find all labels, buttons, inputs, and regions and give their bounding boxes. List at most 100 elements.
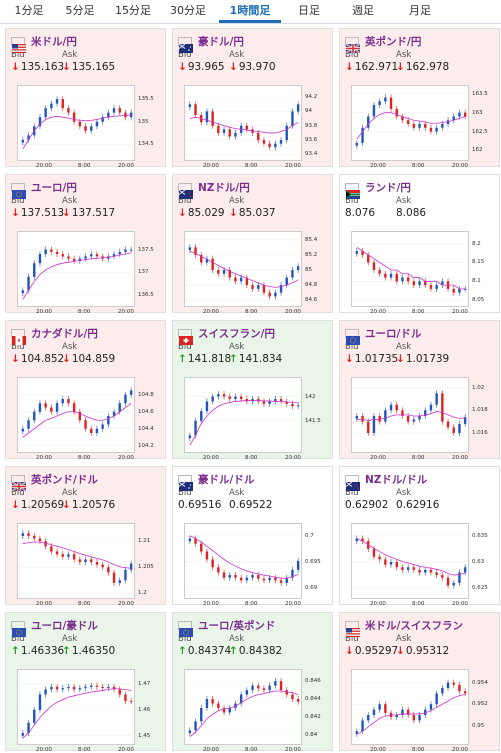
tab-15分足[interactable]: 15分足 [115,4,151,17]
tab-5分足[interactable]: 5分足 [65,4,95,17]
price-chart[interactable]: 94.2 94 93.8 93.6 93.4 20:00 8:00 20:00 [184,85,317,169]
candle [372,416,376,433]
candle [228,396,231,399]
pair-name-link[interactable]: NZドル/円 [198,181,250,194]
candle [378,270,381,274]
bid-value: ↓1.01735 [345,353,398,367]
tab-週足[interactable]: 週足 [352,4,374,17]
price-chart[interactable]: 104.8 104.6 104.4 104.2 20:00 8:00 20:00 [17,377,154,461]
candle [435,285,438,289]
tab-1分足[interactable]: 1分足 [14,4,44,17]
candle [268,143,271,148]
pair-name-link[interactable]: ユーロ/円 [31,181,77,194]
currency-card[interactable]: 英ポンド/ドル Bid Ask ↓1.20569 ↓1.20576 1.21 1.205 1.… [5,466,166,607]
x-tick-label: 20:00 [36,163,52,169]
down-arrow-icon: ↓ [345,645,354,657]
price-chart[interactable]: 142 141.5 20:00 8:00 20:00 [184,377,321,461]
currency-card[interactable]: 豪ドル/ドル Bid Ask 0.69516 0.69522 0.7 0.695 0.69 20… [172,466,333,607]
candle [412,567,416,570]
pair-name-link[interactable]: スイスフラン/円 [198,327,276,340]
candle [112,411,116,416]
candle [378,704,381,710]
currency-card[interactable]: NZドル/円 Bid Ask ↓85.029 ↓85.037 85.4 85.2 85 84.8… [172,174,333,315]
price-chart[interactable]: 0.635 0.63 0.625 20:00 8:00 20:00 [351,523,488,607]
ask-label: Ask [396,342,412,352]
candle [395,404,398,411]
chart-svg [185,535,303,589]
currency-card[interactable]: カナダドル/円 Bid Ask ↓104.852 ↓104.859 104.8 104.6 1… [5,320,166,461]
price-chart[interactable]: 0.7 0.695 0.69 20:00 8:00 20:00 [184,523,321,607]
price-chart[interactable]: 1.21 1.205 1.2 20:00 8:00 20:00 [17,523,154,607]
y-tick-label: 93.4 [305,151,318,158]
x-tick-label: 20:00 [118,455,134,461]
tab-日足[interactable]: 日足 [298,4,320,17]
nz-flag-icon [178,182,193,199]
tab-30分足[interactable]: 30分足 [170,4,206,17]
tab-1時間足[interactable]: 1時間足 [219,0,281,23]
pair-name-link[interactable]: 英ポンド/円 [365,35,422,48]
x-tick-label: 20:00 [370,747,386,753]
currency-card[interactable]: ランド/円 Bid Ask 8.076 8.086 8.2 8.15 8.1 8.05 20:00… [339,174,500,315]
eu-flag-icon [11,620,26,637]
currency-card[interactable]: 豪ドル/円 Bid Ask ↓93.965 ↓93.970 94.2 94 93.8 93.6 9… [172,28,333,169]
price-chart[interactable]: 1.47 1.46 1.45 20:00 8:00 20:00 [17,669,150,753]
candle [355,251,359,254]
price-chart[interactable]: 1.02 1.018 1.016 20:00 8:00 20:00 [351,377,488,461]
bid-ask-values: ↓104.852 ↓104.859 [11,353,160,367]
price-chart[interactable]: 163.5 163 162.5 162 20:00 8:00 20:00 [351,85,488,169]
down-arrow-icon: ↓ [396,645,405,657]
candle [245,690,249,695]
pair-name-link[interactable]: 米ドル/スイスフラン [365,619,464,632]
pair-name-link[interactable]: カナダドル/円 [31,327,98,340]
up-arrow-icon: ↑ [229,645,238,657]
candle [291,111,294,126]
currency-card[interactable]: ユーロ/英ポンド Bid Ask ↑0.84374 ↑0.84382 0.846 0.844… [172,612,333,753]
currency-card[interactable]: ユーロ/豪ドル Bid Ask ↑1.46336 ↑1.46350 1.47 1.46 1.4… [5,612,166,753]
pair-name-link[interactable]: 米ドル/円 [31,35,77,48]
candle [129,249,133,251]
pair-name-link[interactable]: 英ポンド/ドル [31,473,98,486]
pair-name-link[interactable]: ユーロ/豪ドル [31,619,98,632]
pair-name-link[interactable]: ユーロ/英ポンド [198,619,276,632]
currency-card[interactable]: スイスフラン/円 Bid Ask ↑141.818 ↑141.834 142 141.5 20… [172,320,333,461]
ask-value: ↓85.037 [229,207,280,221]
y-tick-label: 137 [138,269,149,276]
y-tick-label: 0.625 [472,585,488,592]
moving-average-line [22,252,132,300]
currency-card[interactable]: NZドル/ドル Bid Ask 0.62902 0.62916 0.635 0.63 0.62… [339,466,500,607]
price-chart[interactable]: 85.4 85.2 85 84.8 84.6 20:00 8:00 20:00 [184,231,317,315]
price-chart[interactable]: 135.5 135 134.5 20:00 8:00 20:00 [17,85,154,169]
x-tick-label: 20:00 [370,601,386,607]
za-flag-icon [345,182,360,199]
price-chart[interactable]: 137.5 137 136.5 20:00 8:00 20:00 [17,231,154,315]
price-chart[interactable]: 0.954 0.952 0.95 20:00 8:00 20:00 [351,669,488,753]
currency-card[interactable]: 米ドル/円 Bid Ask ↓135.163 ↓135.165 135.5 135 134.5… [5,28,166,169]
x-tick-label: 20:00 [203,309,219,315]
pair-name-link[interactable]: ランド/円 [365,181,411,194]
y-tick-label: 1.46 [138,706,151,713]
bid-value: ↓85.029 [178,207,229,221]
currency-card[interactable]: 英ポンド/円 Bid Ask ↓162.971 ↓162.978 163.5 163 162.… [339,28,500,169]
pair-name-link[interactable]: NZドル/ドル [365,473,428,486]
tab-月足[interactable]: 月足 [409,4,431,17]
candle [222,270,226,274]
currency-card[interactable]: ユーロ/ドル Bid Ask ↓1.01735 ↓1.01739 1.02 1.018 1.0… [339,320,500,461]
currency-card[interactable]: 米ドル/スイスフラン Bid Ask ↓0.95297 ↓0.95312 0.954 0.9… [339,612,500,753]
price-chart[interactable]: 0.846 0.844 0.842 0.84 20:00 8:00 20:00 [184,669,321,753]
moving-average-line [22,688,132,739]
ask-value: ↓104.859 [62,353,115,367]
candle [378,101,381,106]
ask-value: 0.69522 [229,499,280,513]
moving-average-line [356,112,466,140]
currency-card[interactable]: ユーロ/円 Bid Ask ↓137.513 ↓137.517 137.5 137 136.5… [5,174,166,315]
y-tick-label: 1.45 [138,732,151,739]
pair-name-link[interactable]: ユーロ/ドル [365,327,422,340]
x-tick-label: 8:00 [78,309,91,315]
x-tick-label: 20:00 [36,747,52,753]
pair-name-link[interactable]: 豪ドル/円 [198,35,244,48]
ask-price: 1.20576 [71,499,116,511]
candle [452,682,455,685]
price-chart[interactable]: 8.2 8.15 8.1 8.05 20:00 8:00 20:00 [351,231,484,315]
pair-name-link[interactable]: 豪ドル/ドル [198,473,255,486]
eu-flag-icon [11,182,26,199]
